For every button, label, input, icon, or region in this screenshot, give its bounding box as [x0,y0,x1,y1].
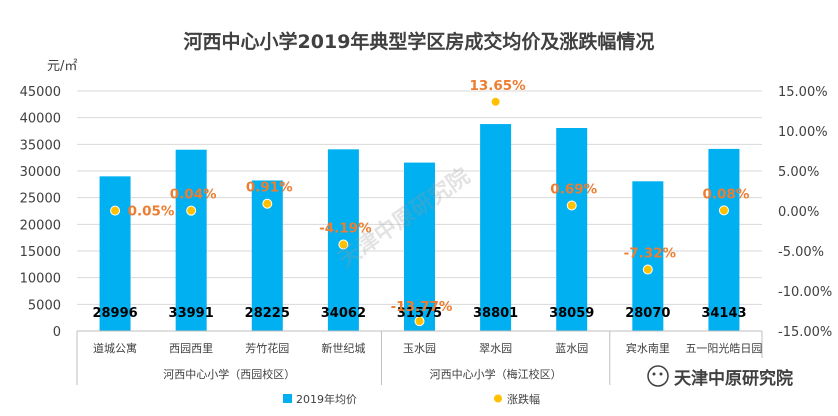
y-right-tick-label: -10.00% [778,285,832,300]
point-value-label: 0.04% [170,187,217,203]
y-unit-label: 元/㎡ [47,59,77,74]
y-left-tick-label: 15000 [20,245,61,260]
point [414,316,425,327]
point [642,264,653,275]
point-value-label: 0.08% [703,186,750,202]
bar [708,148,740,331]
chart-title: 河西中心小学2019年典型学区房成交均价及涨跌幅情况 [184,30,655,53]
point-value-label: 0.69% [550,181,597,197]
point [718,205,729,216]
x-tick-label: 五一阳光皓日园 [685,341,762,355]
axes-layer: 0 5000 10000 15000 20000 25000 30000 35000 40000… [20,85,832,385]
y-left-tick-label: 20000 [20,218,61,233]
x-group-label: 河西中心小学（西园校区） [163,367,295,381]
watermark-badge-text: 天津中原研究院 [674,368,793,389]
bar [632,181,664,331]
y-right-tick-label: 5.00% [778,165,819,180]
legend-swatch-bar [283,394,292,403]
bar [99,176,131,331]
point-value-label: 0.91% [246,180,293,196]
points-layer [110,96,729,327]
x-tick-label: 西园西里 [169,342,213,355]
point [262,198,273,209]
y-left-tick-label: 40000 [20,112,61,127]
point [110,205,121,216]
bar-value-label: 33991 [169,306,214,321]
bar [480,124,512,331]
y-right-tick-label: -5.00% [778,245,824,260]
y-left-tick-label: 25000 [20,192,61,207]
point [338,239,349,250]
y-left-tick-label: 30000 [20,165,61,180]
x-tick-label: 玉水园 [403,342,436,355]
x-tick-label: 新世纪城 [321,341,365,355]
y-left-tick-label: 0 [53,325,61,340]
bar-value-label: 31575 [397,306,442,321]
bar-value-label: 38801 [473,306,518,321]
y-right-tick-label: 15.00% [778,85,828,100]
bar-value-label: 28996 [92,306,137,321]
y-right-tick-label: 10.00% [778,125,828,140]
point [490,96,501,107]
x-tick-label: 宾水南里 [626,341,670,355]
bar-value-label: 34143 [701,306,746,321]
legend: 2019年均价 涨跌幅 [283,392,540,406]
point [186,205,197,216]
wechat-icon-eye [652,372,656,376]
point-value-label: -4.19% [319,221,372,237]
bar-value-label: 28225 [245,306,290,321]
point-value-label: -7.32% [624,246,677,262]
x-group-label: 河西中心小学（梅江校区） [430,367,562,381]
legend-swatch-point [494,394,502,403]
legend-label-bar: 2019年均价 [296,392,357,406]
point-value-label: 13.65% [469,78,526,94]
point-value-label: 0.05% [128,204,175,220]
bar [556,128,588,331]
x-tick-label: 蓝水园 [555,342,588,355]
x-tick-label: 芳竹花园 [245,341,289,355]
bar-value-label: 38059 [549,306,594,321]
x-tick-label: 道城公寓 [93,341,137,355]
legend-label-point: 涨跌幅 [507,392,540,406]
wechat-icon-eye [659,372,663,376]
y-left-tick-label: 45000 [20,85,61,100]
y-left-tick-label: 35000 [20,138,61,153]
bars-layer [99,124,740,331]
point-value-label: -13.77% [391,299,453,315]
labels-layer: 28996 33991 28225 34062 31575 38801 38059 28070… [92,78,749,321]
bar [175,149,207,331]
y-left-tick-label: 5000 [28,298,61,313]
y-right-tick-label: -15.00% [778,325,832,340]
point [566,200,577,211]
bar-value-label: 28070 [625,306,670,321]
bar-value-label: 34062 [321,306,366,321]
wechat-icon [647,365,669,387]
y-left-tick-label: 10000 [20,272,61,287]
bar [404,162,435,331]
y-right-tick-label: 0.00% [778,205,819,220]
x-tick-label: 翠水园 [479,342,512,355]
